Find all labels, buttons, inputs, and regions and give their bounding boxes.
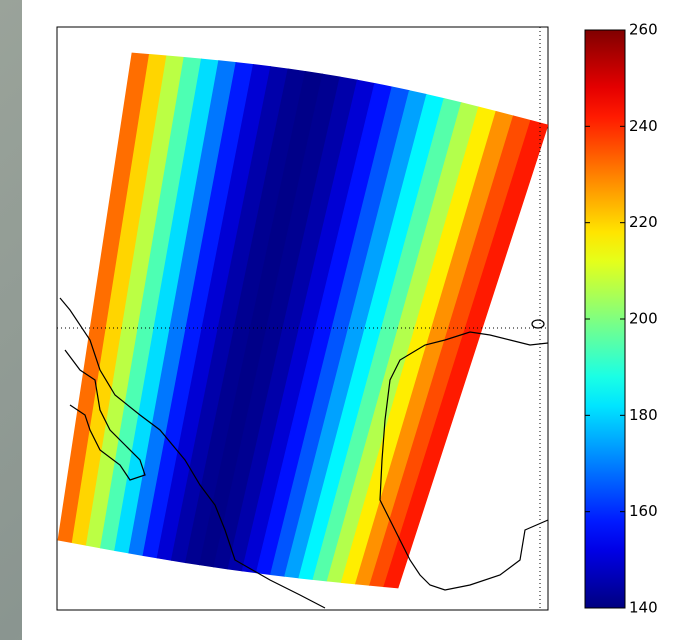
- colorbar-tick-label: 260: [629, 21, 658, 39]
- colorbar-tick-label: 200: [629, 310, 658, 328]
- colorbar-tick-label: 240: [629, 117, 658, 135]
- coastlines: [59, 297, 548, 609]
- colorbar: [584, 29, 626, 609]
- colorbar-tick-label: 140: [629, 599, 658, 617]
- coastline: [59, 297, 326, 609]
- colorbar-tick-label: 220: [629, 213, 658, 231]
- coastline: [379, 331, 548, 591]
- coastline: [64, 349, 146, 481]
- colorbar-tick-label: 160: [629, 502, 658, 520]
- colorbar-tick-label: 180: [629, 406, 658, 424]
- colorbar-ticks: 140 160 180 200 220 240 260: [585, 21, 658, 617]
- swath: [57, 52, 548, 589]
- swath-column: [383, 119, 548, 589]
